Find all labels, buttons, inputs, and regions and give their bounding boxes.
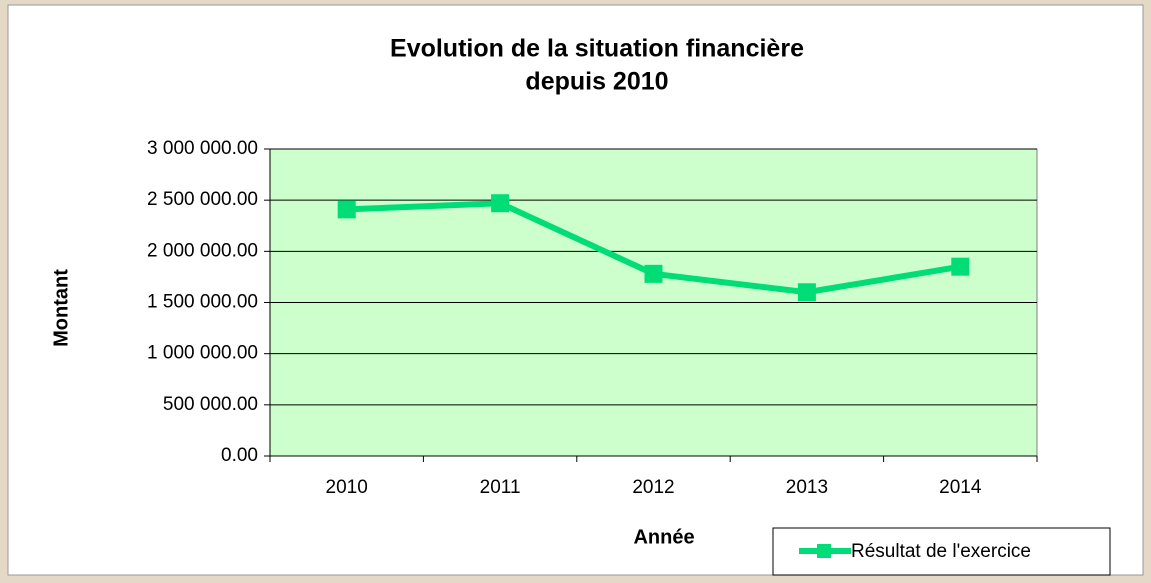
x-tick-label: 2012 <box>632 477 674 498</box>
legend-marker <box>817 544 831 558</box>
x-tick-label: 2014 <box>939 477 982 498</box>
legend-label: Résultat de l'exercice <box>851 541 1031 562</box>
data-point <box>644 264 663 283</box>
x-tick-label: 2011 <box>480 477 521 498</box>
legend <box>772 527 1111 576</box>
y-axis-title: Montant <box>50 269 72 347</box>
x-tick-label: 2010 <box>326 477 368 498</box>
chart-title: Evolution de la situation financière <box>390 35 804 63</box>
y-tick-label: 2 000 000.00 <box>147 240 258 261</box>
data-point <box>951 257 970 276</box>
y-tick-label: 0.00 <box>221 445 258 466</box>
chart-title: depuis 2010 <box>525 68 668 96</box>
y-tick-label: 1 000 000.00 <box>147 343 258 364</box>
x-axis-title: Année <box>633 526 694 548</box>
y-tick-label: 500 000.00 <box>163 394 258 415</box>
data-point <box>797 283 816 302</box>
data-point <box>491 194 510 213</box>
data-point <box>337 200 356 219</box>
y-tick-label: 2 500 000.00 <box>147 189 258 210</box>
x-tick-label: 2013 <box>786 477 828 498</box>
y-tick-label: 1 500 000.00 <box>147 292 258 313</box>
y-tick-label: 3 000 000.00 <box>147 138 258 159</box>
